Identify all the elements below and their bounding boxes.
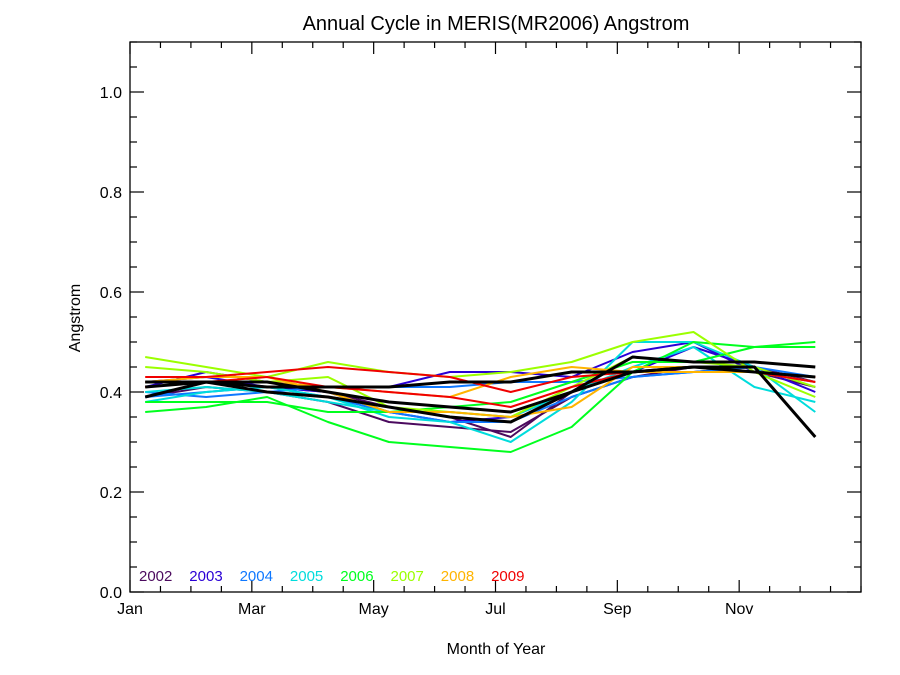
- series-line-mean: [144, 355, 816, 414]
- y-tick-label: 0.6: [100, 285, 122, 302]
- x-tick-label: Jul: [485, 601, 505, 618]
- y-axis-label: Angstrom: [67, 284, 84, 352]
- legend-item-2003: 2003: [189, 568, 222, 585]
- chart-title: Annual Cycle in MERIS(MR2006) Angstrom: [303, 13, 690, 35]
- legend-item-2008: 2008: [441, 568, 474, 585]
- x-tick-label: Nov: [725, 601, 753, 618]
- y-tick-label: 1.0: [100, 85, 122, 102]
- legend-item-2004: 2004: [240, 568, 273, 585]
- y-tick-label: 0.2: [100, 485, 122, 502]
- series-group: [144, 331, 817, 453]
- x-tick-label: May: [359, 601, 389, 618]
- legend-item-2007: 2007: [391, 568, 424, 585]
- legend-item-2005: 2005: [290, 568, 323, 585]
- legend-item-2006: 2006: [340, 568, 373, 585]
- series-line-2005: [145, 341, 816, 443]
- series-line-2007: [145, 331, 816, 398]
- legend: 2002 2003 2004 2005 2006 2007 2008 2009: [139, 568, 524, 585]
- y-tick-label: 0.0: [100, 585, 122, 602]
- series-line-mean: [145, 365, 817, 438]
- y-tick-label: 0.8: [100, 185, 122, 202]
- plot-area: Jan Mar May Jul Sep Nov 0.0 0.2 0.4 0.6 0.8 1.0 2002…: [100, 41, 862, 618]
- legend-item-2002: 2002: [139, 568, 172, 585]
- x-tick-label: Sep: [603, 601, 632, 618]
- legend-item-2009: 2009: [491, 568, 524, 585]
- series-line-2006: [145, 341, 816, 453]
- x-tick-label: Mar: [238, 601, 266, 618]
- y-tick-label: 0.4: [100, 385, 122, 402]
- x-axis-label: Month of Year: [447, 641, 546, 658]
- x-tick-label: Jan: [117, 601, 143, 618]
- plot-frame: [129, 41, 862, 593]
- series-line-2006: [145, 341, 816, 413]
